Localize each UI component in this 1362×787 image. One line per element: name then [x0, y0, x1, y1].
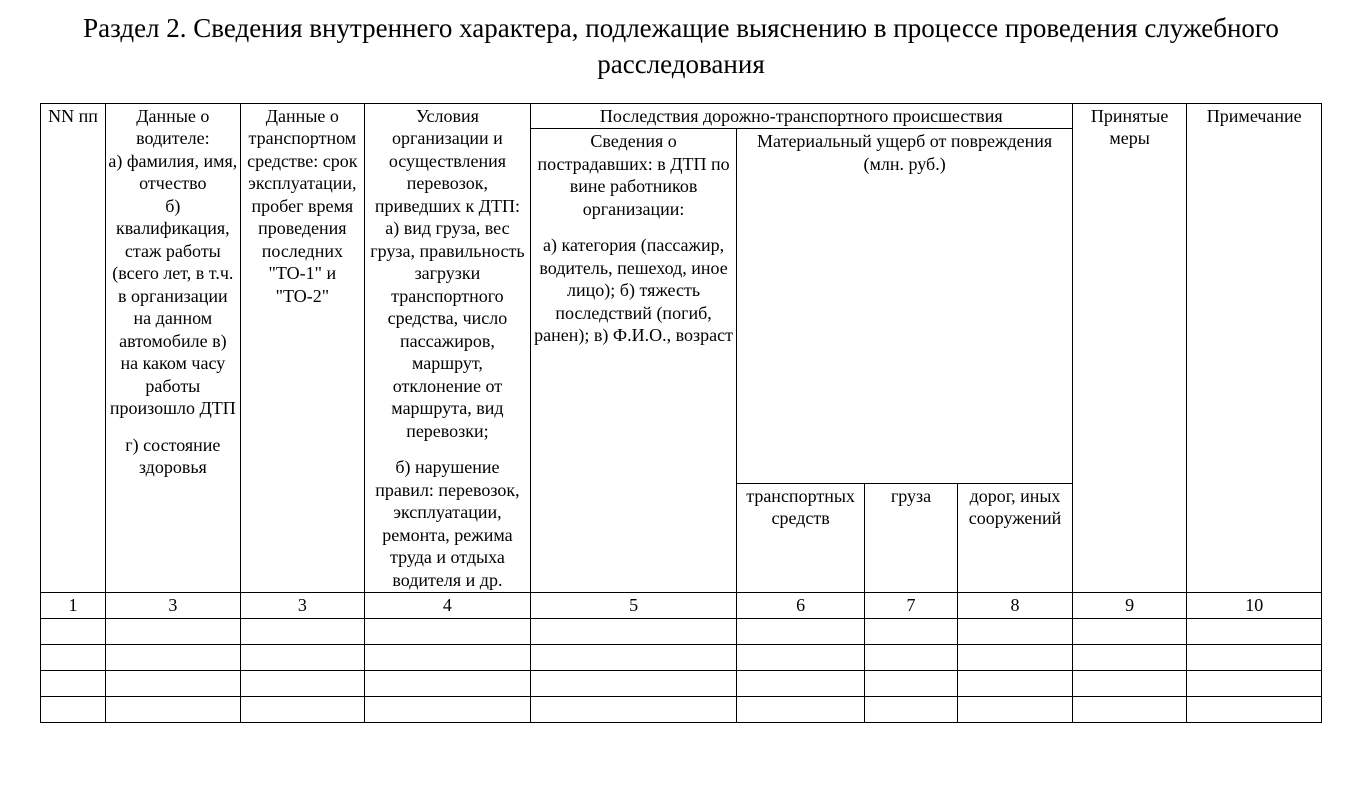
th-damage-cargo: груза	[864, 483, 957, 593]
table-cell	[1187, 644, 1322, 670]
table-cell	[958, 618, 1073, 644]
table-cell	[864, 670, 957, 696]
th-consequences-group: Последствия дорожно-транспортного происш…	[530, 103, 1072, 129]
colnum-4: 4	[365, 593, 531, 619]
table-cell	[106, 670, 240, 696]
table-cell	[1072, 696, 1187, 722]
th-driver-b: б) квалификация, стаж работы (всего лет,…	[110, 196, 236, 419]
th-note: Примечание	[1187, 103, 1322, 593]
th-damage-roads: дорог, иных сооружений	[958, 483, 1073, 593]
colnum-5: 5	[530, 593, 737, 619]
table-cell	[41, 618, 106, 644]
th-conditions-b: б) нарушение правил: перевозок, эксплуат…	[375, 457, 519, 590]
colnum-9: 9	[1072, 593, 1187, 619]
th-victims: Сведения о пострадавших: в ДТП по вине р…	[530, 129, 737, 593]
th-conditions-a: а) вид груза, вес груза, правильность за…	[370, 218, 524, 441]
table-cell	[864, 644, 957, 670]
table-cell	[365, 644, 531, 670]
table-row	[41, 670, 1322, 696]
th-conditions: Условия организации и осуществления пере…	[365, 103, 531, 593]
table-cell	[106, 618, 240, 644]
table-cell	[958, 696, 1073, 722]
table-cell	[864, 696, 957, 722]
table-cell	[1072, 670, 1187, 696]
th-victims-main: Сведения о пострадавших: в ДТП по вине р…	[537, 131, 729, 219]
table-cell	[240, 644, 365, 670]
table-cell	[737, 696, 864, 722]
table-cell	[240, 618, 365, 644]
table-cell	[1187, 696, 1322, 722]
table-cell	[530, 670, 737, 696]
colnum-8: 8	[958, 593, 1073, 619]
table-cell	[737, 644, 864, 670]
table-body: 1 3 3 4 5 6 7 8 9 10	[41, 593, 1322, 723]
table-row	[41, 696, 1322, 722]
table-cell	[41, 644, 106, 670]
table-cell	[958, 644, 1073, 670]
column-number-row: 1 3 3 4 5 6 7 8 9 10	[41, 593, 1322, 619]
table-cell	[41, 696, 106, 722]
table-cell	[365, 618, 531, 644]
table-cell	[365, 670, 531, 696]
table-cell	[530, 644, 737, 670]
table-row	[41, 618, 1322, 644]
section-title: Раздел 2. Сведения внутреннего характера…	[40, 10, 1322, 83]
th-driver-a: а) фамилия, имя, отчество	[108, 151, 237, 194]
table-cell	[737, 618, 864, 644]
table-cell	[1072, 644, 1187, 670]
th-driver-g: г) состояние здоровья	[125, 435, 220, 478]
table-cell	[240, 696, 365, 722]
table-cell	[106, 696, 240, 722]
th-nn: NN пп	[41, 103, 106, 593]
table-cell	[240, 670, 365, 696]
colnum-7: 7	[864, 593, 957, 619]
th-victims-a: а) категория (пассажир, водитель, пешехо…	[534, 235, 733, 345]
table-cell	[864, 618, 957, 644]
investigation-table: NN пп Данные о водителе: а) фамилия, имя…	[40, 103, 1322, 723]
table-cell	[737, 670, 864, 696]
th-driver: Данные о водителе: а) фамилия, имя, отче…	[106, 103, 240, 593]
th-measures: Принятые меры	[1072, 103, 1187, 593]
table-cell	[958, 670, 1073, 696]
table-cell	[1187, 618, 1322, 644]
th-driver-main: Данные о водителе:	[136, 106, 209, 149]
table-cell	[106, 644, 240, 670]
th-damage-transport: транспортных средств	[737, 483, 864, 593]
table-cell	[1187, 670, 1322, 696]
th-vehicle: Данные о транспортном средстве: срок экс…	[240, 103, 365, 593]
colnum-2: 3	[106, 593, 240, 619]
th-damage-group: Материальный ущерб от повреждения (млн. …	[737, 129, 1072, 483]
colnum-3: 3	[240, 593, 365, 619]
table-row	[41, 644, 1322, 670]
colnum-10: 10	[1187, 593, 1322, 619]
th-conditions-main: Условия организации и осуществления пере…	[375, 106, 520, 216]
table-cell	[365, 696, 531, 722]
colnum-1: 1	[41, 593, 106, 619]
table-cell	[41, 670, 106, 696]
table-cell	[1072, 618, 1187, 644]
table-cell	[530, 618, 737, 644]
colnum-6: 6	[737, 593, 864, 619]
table-cell	[530, 696, 737, 722]
